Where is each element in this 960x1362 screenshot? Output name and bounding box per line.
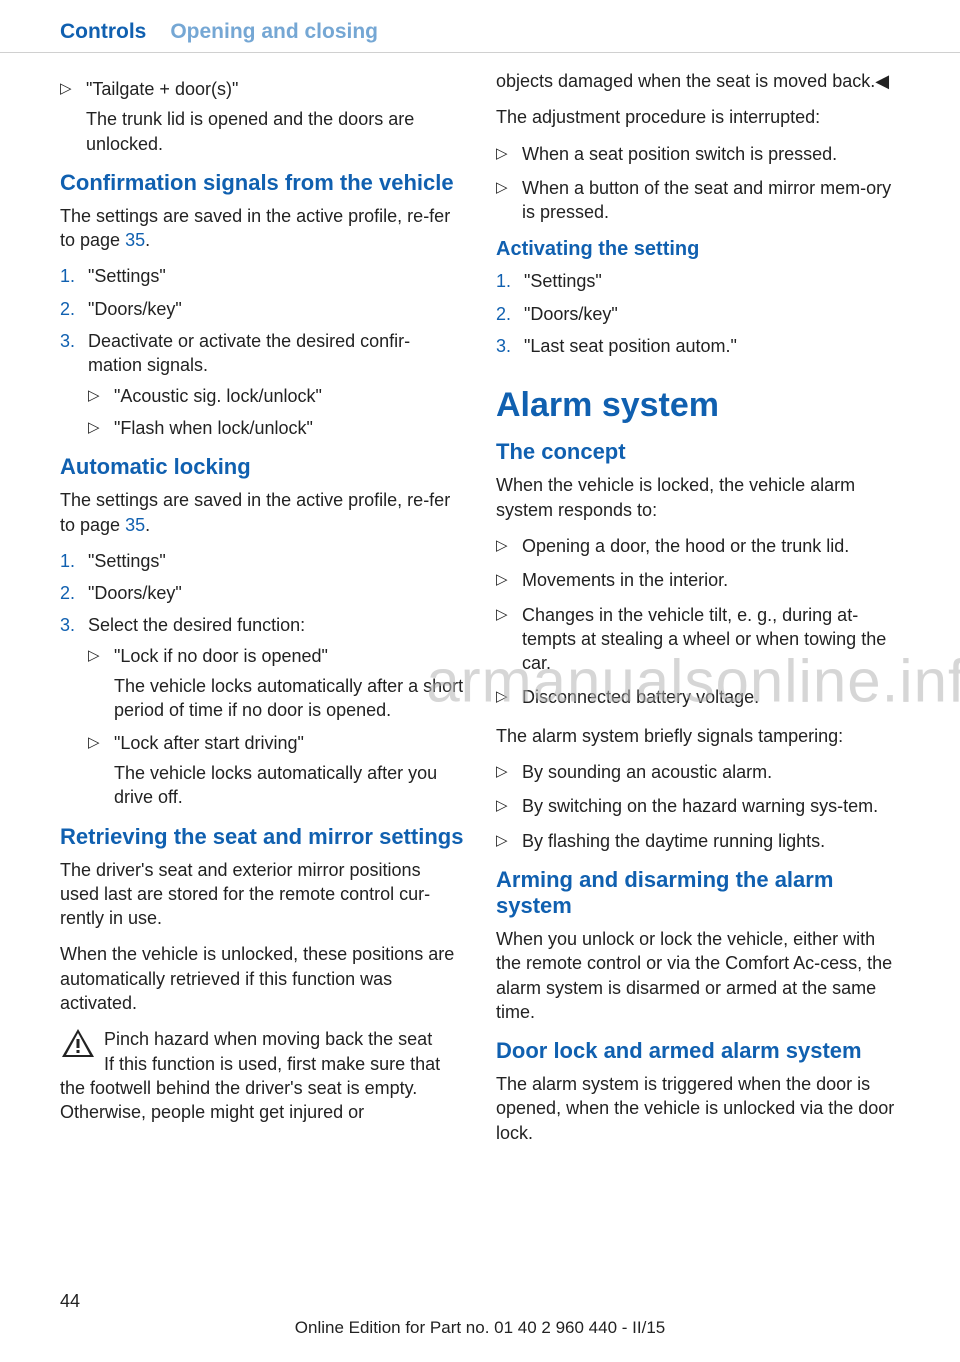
confirm-sub-a: "Acoustic sig. lock/unlock" bbox=[88, 384, 464, 408]
confirm-intro: The settings are saved in the active pro… bbox=[60, 204, 464, 253]
heading-confirmation-signals: Confirmation signals from the vehicle bbox=[60, 170, 464, 196]
step-number: 1. bbox=[60, 549, 75, 573]
link-page-35-b[interactable]: 35 bbox=[125, 515, 145, 535]
arm-p1: When you unlock or lock the vehicle, eit… bbox=[496, 927, 900, 1024]
cont-item-b: When a button of the seat and mirror mem… bbox=[496, 176, 900, 225]
title-alarm-system: Alarm system bbox=[496, 386, 900, 425]
auto-intro: The settings are saved in the active pro… bbox=[60, 488, 464, 537]
content-columns: "Tailgate + door(s)" The trunk lid is op… bbox=[0, 53, 960, 1157]
auto-sub-a-body: The vehicle locks automatically after a … bbox=[114, 674, 464, 723]
cont-list: When a seat position switch is pressed. … bbox=[496, 142, 900, 225]
step-number: 2. bbox=[60, 581, 75, 605]
right-column: objects damaged when the seat is moved b… bbox=[496, 69, 900, 1157]
heading-arming-disarming: Arming and disarming the alarm system bbox=[496, 867, 900, 919]
header: Controls Opening and closing bbox=[0, 0, 960, 53]
heading-the-concept: The concept bbox=[496, 439, 900, 465]
tailgate-list: "Tailgate + door(s)" The trunk lid is op… bbox=[60, 77, 464, 156]
confirm-sub-b: "Flash when lock/unlock" bbox=[88, 416, 464, 440]
cont-p1: objects damaged when the seat is moved b… bbox=[496, 69, 900, 93]
act-steps: 1. "Settings" 2. "Doors/key" 3. "Last seat … bbox=[496, 269, 900, 358]
step-text: "Doors/key" bbox=[524, 304, 618, 324]
confirm-sub-list: "Acoustic sig. lock/unlock" "Flash when … bbox=[88, 384, 464, 441]
warn-body: If this function is used, first make sur… bbox=[60, 1054, 440, 1123]
auto-sub-list: "Lock if no door is opened" The vehicle … bbox=[88, 644, 464, 810]
warn-block: Pinch hazard when moving back the seat I… bbox=[60, 1027, 464, 1124]
step-text: Deactivate or activate the desired confi… bbox=[88, 331, 410, 375]
step-text: "Doors/key" bbox=[88, 299, 182, 319]
step-text: "Settings" bbox=[524, 271, 602, 291]
concept-list-2: By sounding an acoustic alarm. By switch… bbox=[496, 760, 900, 853]
concept2-item-b: By switching on the hazard warning sys‐t… bbox=[496, 794, 900, 818]
tailgate-item-label: "Tailgate + door(s)" bbox=[86, 79, 238, 99]
auto-sub-b-label: "Lock after start driving" bbox=[114, 733, 304, 753]
confirm-step-3: 3. Deactivate or activate the desired con… bbox=[60, 329, 464, 440]
left-column: "Tailgate + door(s)" The trunk lid is op… bbox=[60, 69, 464, 1157]
auto-step-2: 2. "Doors/key" bbox=[60, 581, 464, 605]
concept2-item-a: By sounding an acoustic alarm. bbox=[496, 760, 900, 784]
door-p1: The alarm system is triggered when the d… bbox=[496, 1072, 900, 1145]
concept-p1: When the vehicle is locked, the vehicle … bbox=[496, 473, 900, 522]
concept-item-b: Movements in the interior. bbox=[496, 568, 900, 592]
step-text: Select the desired function: bbox=[88, 615, 305, 635]
auto-steps: 1. "Settings" 2. "Doors/key" 3. Select the … bbox=[60, 549, 464, 810]
heading-door-lock-armed: Door lock and armed alarm system bbox=[496, 1038, 900, 1064]
auto-sub-b-body: The vehicle locks automatically after yo… bbox=[114, 761, 464, 810]
page-number: 44 bbox=[60, 1291, 900, 1312]
footer-edition-line: Online Edition for Part no. 01 40 2 960 … bbox=[60, 1318, 900, 1338]
step-text: "Settings" bbox=[88, 551, 166, 571]
cont-item-a: When a seat position switch is pressed. bbox=[496, 142, 900, 166]
concept-item-a: Opening a door, the hood or the trunk li… bbox=[496, 534, 900, 558]
breadcrumb-opening-closing: Opening and closing bbox=[170, 20, 378, 44]
concept-item-d: Disconnected battery voltage. bbox=[496, 685, 900, 709]
retr-p1: The driver's seat and exterior mirror po… bbox=[60, 858, 464, 931]
warn-title: Pinch hazard when moving back the seat bbox=[104, 1029, 432, 1049]
tailgate-item: "Tailgate + door(s)" The trunk lid is op… bbox=[60, 77, 464, 156]
step-text: "Doors/key" bbox=[88, 583, 182, 603]
act-step-2: 2. "Doors/key" bbox=[496, 302, 900, 326]
confirm-step-2: 2. "Doors/key" bbox=[60, 297, 464, 321]
step-number: 3. bbox=[496, 334, 511, 358]
step-text: "Settings" bbox=[88, 266, 166, 286]
retr-p2: When the vehicle is unlocked, these posi… bbox=[60, 942, 464, 1015]
concept-p2: The alarm system briefly signals tamperi… bbox=[496, 724, 900, 748]
heading-activating-setting: Activating the setting bbox=[496, 238, 900, 261]
auto-step-1: 1. "Settings" bbox=[60, 549, 464, 573]
confirm-step-1: 1. "Settings" bbox=[60, 264, 464, 288]
confirm-intro-a: The settings are saved in the active pro… bbox=[60, 206, 450, 250]
auto-sub-b: "Lock after start driving" The vehicle l… bbox=[88, 731, 464, 810]
step-number: 3. bbox=[60, 613, 75, 637]
concept-list-1: Opening a door, the hood or the trunk li… bbox=[496, 534, 900, 710]
concept-item-c: Changes in the vehicle tilt, e. g., duri… bbox=[496, 603, 900, 676]
cont-p2: The adjustment procedure is interrupted: bbox=[496, 105, 900, 129]
auto-sub-a-label: "Lock if no door is opened" bbox=[114, 646, 328, 666]
auto-step-3: 3. Select the desired function: "Lock if … bbox=[60, 613, 464, 809]
auto-intro-a: The settings are saved in the active pro… bbox=[60, 490, 450, 534]
confirm-intro-b: . bbox=[145, 230, 150, 250]
heading-retrieving-seat: Retrieving the seat and mirror settings bbox=[60, 824, 464, 850]
step-number: 1. bbox=[496, 269, 511, 293]
step-number: 2. bbox=[60, 297, 75, 321]
step-number: 3. bbox=[60, 329, 75, 353]
concept2-item-c: By flashing the daytime running lights. bbox=[496, 829, 900, 853]
step-number: 1. bbox=[60, 264, 75, 288]
auto-intro-b: . bbox=[145, 515, 150, 535]
step-number: 2. bbox=[496, 302, 511, 326]
act-step-3: 3. "Last seat position autom." bbox=[496, 334, 900, 358]
auto-sub-a: "Lock if no door is opened" The vehicle … bbox=[88, 644, 464, 723]
confirm-steps: 1. "Settings" 2. "Doors/key" 3. Deactivate … bbox=[60, 264, 464, 440]
act-step-1: 1. "Settings" bbox=[496, 269, 900, 293]
tailgate-body: The trunk lid is opened and the doors ar… bbox=[86, 107, 464, 156]
heading-automatic-locking: Automatic locking bbox=[60, 454, 464, 480]
breadcrumb-controls: Controls bbox=[60, 20, 146, 44]
warning-icon bbox=[60, 1027, 96, 1059]
footer: 44 Online Edition for Part no. 01 40 2 9… bbox=[0, 1291, 960, 1338]
link-page-35-a[interactable]: 35 bbox=[125, 230, 145, 250]
step-text: "Last seat position autom." bbox=[524, 336, 737, 356]
